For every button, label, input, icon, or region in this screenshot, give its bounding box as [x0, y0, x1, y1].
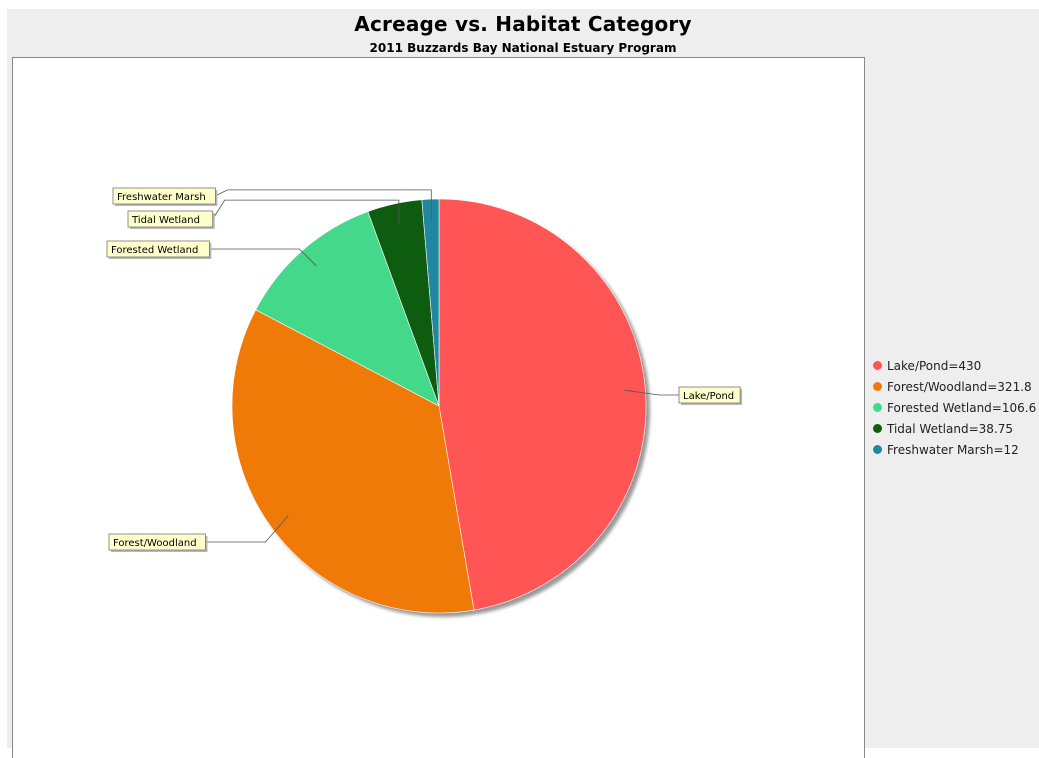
pie-slice-lake-pond[interactable]	[438, 198, 647, 611]
chart-title: Acreage vs. Habitat Category	[354, 12, 692, 36]
pie-slice-forested-wetland[interactable]	[255, 211, 440, 407]
label-leader-line	[209, 248, 317, 267]
label-leader-line	[624, 389, 679, 396]
chart-container: Acreage vs. Habitat Category 2011 Buzzar…	[7, 9, 1039, 758]
pie-chart: Lake/Pond Forest/Woodland Forested Wetland…	[106, 187, 743, 617]
slice-label: Freshwater Marsh	[117, 192, 206, 203]
label-leader-line	[215, 189, 432, 220]
legend-label: Forest/Woodland=321.8	[887, 379, 1032, 394]
label-leader-line	[205, 515, 289, 543]
label-leader-line	[212, 199, 400, 225]
legend-label: Freshwater Marsh=12	[887, 442, 1019, 457]
slice-label-box	[678, 386, 741, 404]
legend-marker	[873, 361, 882, 370]
slice-label: Forest/Woodland	[113, 538, 197, 549]
plot-area: Lake/Pond Forest/Woodland Forested Wetland…	[12, 57, 865, 758]
slice-label-box	[112, 187, 216, 205]
slice-label: Tidal Wetland	[131, 215, 200, 226]
legend-marker	[873, 403, 882, 412]
legend-label: Lake/Pond=430	[887, 358, 982, 373]
pie-slice-freshwater-marsh[interactable]	[421, 198, 440, 407]
chart-legend: Lake/Pond=430 Forest/Woodland=321.8 Fore…	[873, 355, 1039, 460]
legend-item: Forested Wetland=106.6	[873, 397, 1039, 418]
slice-label-box	[108, 533, 206, 551]
slice-label-box	[106, 240, 210, 258]
chart-subtitle: 2011 Buzzards Bay National Estuary Progr…	[369, 41, 677, 55]
legend-label: Tidal Wetland=38.75	[887, 421, 1013, 436]
legend-item: Forest/Woodland=321.8	[873, 376, 1039, 397]
legend-marker	[873, 445, 882, 454]
pie-slice-forest-woodland[interactable]	[231, 309, 475, 614]
legend-item: Freshwater Marsh=12	[873, 439, 1039, 460]
slice-label-box	[127, 210, 214, 228]
slice-label: Lake/Pond	[683, 391, 734, 402]
legend-label: Forested Wetland=106.6	[887, 400, 1037, 415]
slice-label: Forested Wetland	[111, 245, 198, 256]
legend-item: Tidal Wetland=38.75	[873, 418, 1039, 439]
legend-marker	[873, 424, 882, 433]
legend-marker	[873, 382, 882, 391]
legend-item: Lake/Pond=430	[873, 355, 1039, 376]
